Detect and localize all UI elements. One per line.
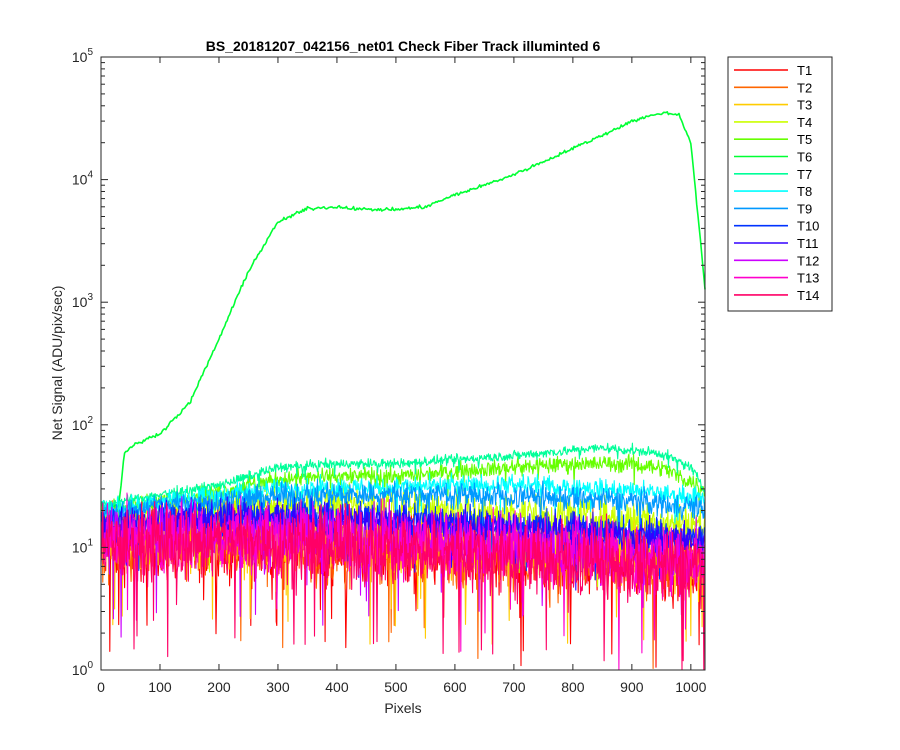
legend-label-t3: T3 bbox=[797, 98, 812, 113]
series-line-t6 bbox=[101, 111, 706, 508]
y-axis-ticks: 100 101 102 103 104 105 bbox=[72, 47, 705, 678]
legend-label-t10: T10 bbox=[797, 219, 819, 234]
x-tick-label: 600 bbox=[443, 679, 467, 695]
y-axis-label: Net Signal (ADU/pix/sec) bbox=[49, 286, 65, 441]
y-tick-label: 103 bbox=[72, 292, 94, 310]
x-tick-label: 300 bbox=[266, 679, 290, 695]
x-tick-label: 700 bbox=[502, 679, 526, 695]
axes-box bbox=[100, 56, 706, 671]
series-line-t9 bbox=[100, 478, 706, 555]
legend-items: T1 T2 T3 T4 T5 T6 T7 T8 T9 T10 T11 T12 T13 T14 bbox=[734, 63, 819, 303]
legend-box bbox=[727, 56, 833, 312]
legend-label-t14: T14 bbox=[797, 288, 819, 303]
x-tick-label: 0 bbox=[97, 679, 105, 695]
series-line-t14 bbox=[100, 498, 706, 671]
legend-label-t6: T6 bbox=[797, 150, 812, 165]
x-tick-label: 800 bbox=[561, 679, 585, 695]
y-tick-label: 105 bbox=[72, 47, 94, 65]
legend-label-t13: T13 bbox=[797, 271, 819, 286]
x-axis-label: Pixels bbox=[384, 700, 421, 716]
legend-label-t12: T12 bbox=[797, 253, 819, 268]
x-tick-label: 1000 bbox=[675, 679, 706, 695]
legend-label-t1: T1 bbox=[797, 63, 812, 78]
series-line-t8 bbox=[100, 472, 706, 524]
y-tick-label: 104 bbox=[72, 170, 94, 188]
x-axis-ticks: 0 100 200 300 400 500 600 700 800 900 1000 bbox=[97, 57, 707, 695]
legend-label-t7: T7 bbox=[797, 167, 812, 182]
y-tick-label: 100 bbox=[72, 660, 94, 678]
x-tick-label: 200 bbox=[207, 679, 231, 695]
y-tick-label: 101 bbox=[72, 537, 94, 555]
chart-title: BS_20181207_042156_net01 Check Fiber Tra… bbox=[206, 38, 601, 54]
x-tick-label: 400 bbox=[325, 679, 349, 695]
x-tick-label: 500 bbox=[384, 679, 408, 695]
legend-label-t8: T8 bbox=[797, 184, 812, 199]
legend-label-t11: T11 bbox=[797, 236, 818, 251]
legend-label-t4: T4 bbox=[797, 115, 812, 130]
series-layer bbox=[100, 111, 706, 671]
legend-label-t9: T9 bbox=[797, 201, 812, 216]
legend-label-t2: T2 bbox=[797, 80, 812, 95]
y-tick-label: 102 bbox=[72, 415, 94, 433]
x-tick-label: 900 bbox=[620, 679, 644, 695]
x-tick-label: 100 bbox=[148, 679, 172, 695]
legend: T1 T2 T3 T4 T5 T6 T7 T8 T9 T10 T11 T12 T13 T14 bbox=[727, 56, 833, 312]
series-line-t7 bbox=[100, 442, 706, 510]
legend-label-t5: T5 bbox=[797, 132, 812, 147]
